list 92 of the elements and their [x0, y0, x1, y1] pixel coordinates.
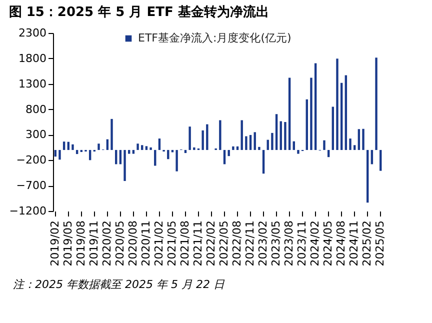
bar: [275, 114, 278, 150]
bar: [223, 150, 226, 164]
y-tick-label: −1200: [9, 204, 46, 218]
bar: [353, 145, 356, 150]
bar: [310, 78, 312, 150]
x-tick-label: 2022/02: [204, 220, 218, 266]
x-tick-label: 2023/02: [256, 220, 270, 266]
bar: [110, 118, 113, 150]
x-tick-label: 2023/05: [270, 220, 283, 266]
bar: [145, 146, 148, 150]
bar: [258, 146, 260, 150]
bar: [219, 120, 222, 150]
bar: [344, 75, 348, 150]
bar: [193, 147, 196, 150]
bar: [98, 144, 100, 150]
bar: [171, 150, 174, 152]
x-tick-label: 2023/11: [296, 220, 309, 266]
y-tick-label: −700: [16, 179, 46, 192]
bar: [119, 150, 122, 164]
x-tick-label: 2021/02: [152, 220, 166, 266]
bar: [366, 150, 369, 203]
x-tick-label: 2020/11: [139, 220, 152, 266]
bar: [202, 130, 204, 150]
bar: [336, 58, 338, 150]
bar: [284, 122, 286, 150]
bar: [114, 150, 118, 164]
bar: [358, 129, 360, 150]
bar: [297, 150, 300, 154]
bar: [380, 150, 382, 171]
bar: [280, 121, 282, 150]
bar: [370, 150, 374, 164]
bar: [132, 150, 135, 154]
bar: [124, 150, 126, 181]
x-tick-label: 2021/05: [165, 220, 178, 266]
x-tick-label: 2025/02: [360, 220, 374, 266]
bar: [240, 120, 243, 150]
bar: [323, 140, 326, 150]
bar: [362, 128, 364, 150]
x-tick-label: 2019/02: [48, 220, 62, 266]
y-tick-label: 1800: [18, 52, 46, 65]
bar: [62, 142, 66, 150]
bar: [206, 124, 208, 150]
bar: [128, 150, 130, 154]
bar: [332, 106, 334, 150]
x-tick-label: 2023/08: [282, 220, 296, 266]
x-tick-label: 2020/05: [113, 220, 126, 266]
bar: [271, 132, 274, 150]
chart-title: 图 15：2025 年 5 月 ETF 基金转为净流出: [8, 4, 269, 20]
x-tick-label: 2019/05: [61, 220, 74, 266]
x-tick-label: 2024/08: [334, 220, 348, 266]
bar: [375, 58, 378, 150]
y-tick-label: 2300: [18, 26, 46, 40]
bar: [349, 138, 352, 150]
bar: [262, 150, 265, 174]
y-tick-label: −200: [16, 154, 46, 167]
x-tick-label: 2020/02: [100, 220, 114, 266]
y-tick-label: 800: [26, 102, 46, 116]
bar: [136, 144, 139, 150]
x-tick-label: 2021/08: [178, 220, 192, 266]
x-tick-label: 2019/08: [74, 220, 88, 266]
bar: [340, 82, 343, 150]
bar: [245, 136, 248, 150]
bar: [158, 138, 161, 150]
bar: [58, 150, 61, 160]
bar: [141, 145, 144, 150]
x-tick-label: 2019/11: [87, 220, 100, 266]
legend-label: ETF基金净流入:月度变化(亿元): [138, 32, 292, 44]
bar: [232, 146, 234, 150]
y-tick-label: 1300: [18, 77, 46, 90]
bar: [249, 134, 252, 150]
bar: [72, 144, 74, 150]
text: 注：2025 年数据截至 2025 年 5 月 22 日: [13, 278, 226, 291]
bar: [150, 147, 152, 150]
x-tick-label: 2020/08: [126, 220, 140, 266]
bar: [314, 63, 317, 150]
x-tick-label: 2024/05: [322, 220, 335, 266]
x-tick-label: 2021/11: [191, 220, 204, 266]
x-tick-label: 2022/05: [218, 220, 231, 266]
bar: [176, 150, 178, 172]
bar: [306, 99, 308, 150]
x-tick-label: 2022/11: [244, 220, 257, 266]
y-tick-label: 300: [26, 128, 46, 142]
x-tick-label: 2024/11: [348, 220, 361, 266]
bar: [254, 132, 256, 150]
x-tick-label: 2024/02: [308, 220, 322, 266]
bar: [188, 126, 191, 150]
bar: [236, 146, 239, 150]
x-tick-label: 2022/08: [230, 220, 244, 266]
bar: [228, 150, 230, 156]
bar: [288, 78, 291, 150]
bar: [54, 150, 56, 157]
x-tick-label: 2025/05: [374, 220, 387, 266]
